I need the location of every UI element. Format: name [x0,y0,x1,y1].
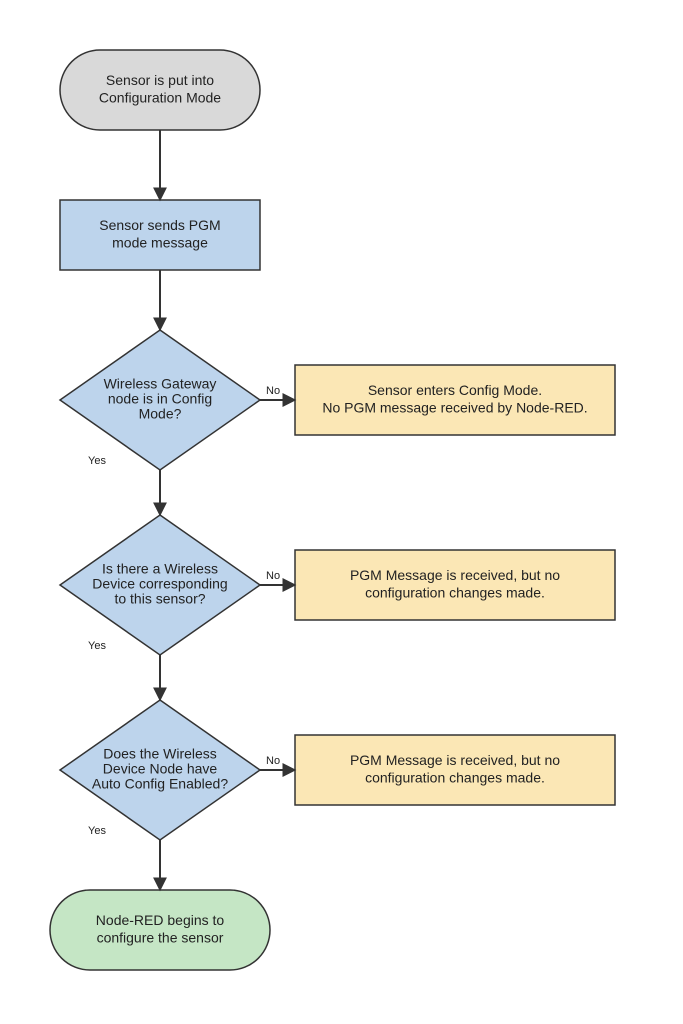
node-decision3: Does the WirelessDevice Node haveAuto Co… [60,700,260,840]
svg-text:Does the Wireless: Does the Wireless [103,746,217,762]
svg-text:Auto Config Enabled?: Auto Config Enabled? [92,776,228,792]
svg-text:Device corresponding: Device corresponding [92,576,227,592]
node-outcome1: Sensor enters Config Mode.No PGM message… [295,365,615,435]
edge-label-no: No [266,755,280,767]
svg-text:Is there a Wireless: Is there a Wireless [102,561,218,577]
svg-text:Sensor enters Config Mode.: Sensor enters Config Mode. [368,382,542,398]
svg-text:mode message: mode message [112,234,208,250]
edge-label-yes: Yes [88,455,106,467]
node-decision1: Wireless Gatewaynode is in ConfigMode? [60,330,260,470]
svg-text:configure the sensor: configure the sensor [97,929,224,945]
svg-text:Sensor sends PGM: Sensor sends PGM [99,217,220,233]
svg-text:Device Node have: Device Node have [103,761,218,777]
svg-text:Configuration Mode: Configuration Mode [99,89,221,105]
flowchart-canvas: Sensor is put intoConfiguration ModeSens… [0,0,683,1024]
svg-text:PGM Message is received, but n: PGM Message is received, but no [350,752,560,768]
node-start: Sensor is put intoConfiguration Mode [60,50,260,130]
node-end: Node-RED begins toconfigure the sensor [50,890,270,970]
edge-label-yes: Yes [88,640,106,652]
svg-text:Mode?: Mode? [139,406,182,422]
svg-text:Sensor is put into: Sensor is put into [106,72,214,88]
svg-text:No PGM message received by Nod: No PGM message received by Node-RED. [322,399,587,415]
svg-text:to this sensor?: to this sensor? [114,591,205,607]
svg-text:configuration changes made.: configuration changes made. [365,769,545,785]
edge-label-yes: Yes [88,825,106,837]
svg-text:configuration changes made.: configuration changes made. [365,584,545,600]
node-process1: Sensor sends PGMmode message [60,200,260,270]
svg-text:Wireless Gateway: Wireless Gateway [104,376,217,392]
edge-label-no: No [266,570,280,582]
node-outcome2: PGM Message is received, but noconfigura… [295,550,615,620]
svg-text:Node-RED begins to: Node-RED begins to [96,912,225,928]
svg-text:PGM Message is received, but n: PGM Message is received, but no [350,567,560,583]
svg-text:node is in Config: node is in Config [108,391,212,407]
node-decision2: Is there a WirelessDevice correspondingt… [60,515,260,655]
node-outcome3: PGM Message is received, but noconfigura… [295,735,615,805]
edge-label-no: No [266,385,280,397]
